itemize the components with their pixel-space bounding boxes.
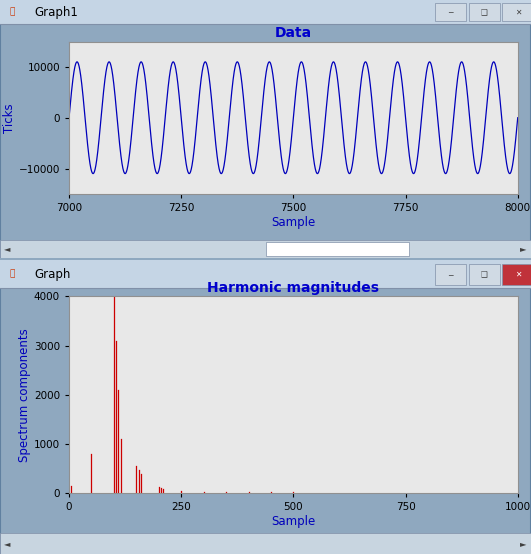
Bar: [0, 260, 531, 288]
X-axis label: Sample: Sample: [271, 515, 315, 528]
Bar: [502, 3, 531, 22]
Title: Harmonic magnitudes: Harmonic magnitudes: [208, 281, 379, 295]
Bar: [502, 264, 531, 285]
Text: ◄: ◄: [4, 539, 11, 548]
Bar: [0, 0, 531, 24]
Text: 🔺: 🔺: [9, 270, 14, 279]
X-axis label: Sample: Sample: [271, 216, 315, 229]
Text: 🔺: 🔺: [9, 8, 14, 17]
Text: ►: ►: [520, 244, 527, 253]
Bar: [435, 3, 466, 22]
Y-axis label: Ticks: Ticks: [3, 103, 16, 132]
Bar: [266, 242, 409, 257]
Title: Data: Data: [275, 27, 312, 40]
Text: ─: ─: [449, 8, 453, 17]
Bar: [435, 264, 466, 285]
Text: ✕: ✕: [515, 270, 521, 279]
Bar: [469, 3, 500, 22]
Text: ►: ►: [520, 539, 527, 548]
Bar: [0, 239, 531, 258]
Text: ❑: ❑: [481, 270, 487, 279]
Y-axis label: Spectrum components: Spectrum components: [18, 328, 31, 461]
Bar: [469, 264, 500, 285]
Text: ✕: ✕: [515, 8, 521, 17]
Text: Graph: Graph: [35, 268, 71, 281]
Text: Graph1: Graph1: [35, 6, 79, 19]
Text: ◄: ◄: [4, 244, 11, 253]
Text: ❑: ❑: [481, 8, 487, 17]
Text: ─: ─: [449, 270, 453, 279]
Bar: [0, 534, 531, 554]
